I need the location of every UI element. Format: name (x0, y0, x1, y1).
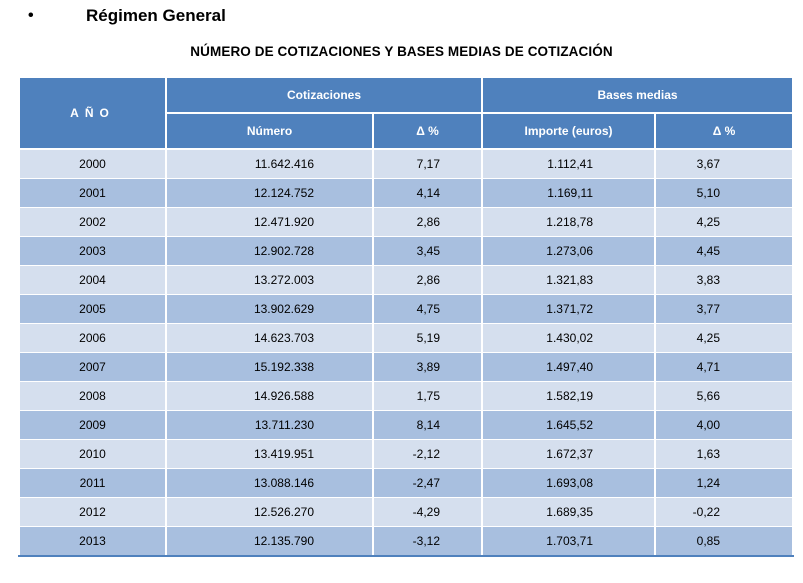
cell-delta-bases: 4,25 (654, 207, 795, 237)
cell-numero: 12.471.920 (165, 207, 374, 237)
cell-importe: 1.218,78 (481, 207, 657, 237)
cell-year: 2012 (18, 497, 167, 527)
cell-year: 2008 (18, 381, 167, 411)
section-heading: • Régimen General (28, 4, 226, 28)
cell-delta-bases: 4,45 (654, 236, 795, 266)
cell-delta-cotizaciones: 5,19 (371, 323, 484, 353)
table-row: 2005 13.902.629 4,75 1.371,72 3,77 (18, 294, 795, 324)
cell-year: 2009 (18, 410, 167, 440)
cell-delta-bases: 3,83 (654, 265, 795, 295)
cell-delta-cotizaciones: 3,89 (371, 352, 484, 382)
table-row: 2006 14.623.703 5,19 1.430,02 4,25 (18, 323, 795, 353)
cotizaciones-table: AÑO Cotizaciones Bases medias Número Δ %… (18, 76, 795, 557)
table-row: 2001 12.124.752 4,14 1.169,11 5,10 (18, 178, 795, 208)
cell-delta-cotizaciones: -3,12 (371, 526, 484, 557)
table-row: 2007 15.192.338 3,89 1.497,40 4,71 (18, 352, 795, 382)
cell-year: 2006 (18, 323, 167, 353)
section-title: Régimen General (86, 6, 226, 25)
table-row: 2000 11.642.416 7,17 1.112,41 3,67 (18, 148, 795, 179)
cell-delta-cotizaciones: 4,75 (371, 294, 484, 324)
table-row: 2010 13.419.951 -2,12 1.672,37 1,63 (18, 439, 795, 469)
cell-year: 2002 (18, 207, 167, 237)
cell-numero: 13.711.230 (165, 410, 374, 440)
cell-numero: 12.135.790 (165, 526, 374, 557)
cell-importe: 1.273,06 (481, 236, 657, 266)
cell-numero: 14.926.588 (165, 381, 374, 411)
cell-year: 2003 (18, 236, 167, 266)
cell-delta-bases: 3,77 (654, 294, 795, 324)
cell-delta-cotizaciones: 3,45 (371, 236, 484, 266)
cell-delta-cotizaciones: -2,12 (371, 439, 484, 469)
table-row: 2004 13.272.003 2,86 1.321,83 3,83 (18, 265, 795, 295)
cell-numero: 12.902.728 (165, 236, 374, 266)
table-row: 2008 14.926.588 1,75 1.582,19 5,66 (18, 381, 795, 411)
cell-numero: 13.272.003 (165, 265, 374, 295)
cell-numero: 15.192.338 (165, 352, 374, 382)
cell-numero: 13.902.629 (165, 294, 374, 324)
table-row: 2011 13.088.146 -2,47 1.693,08 1,24 (18, 468, 795, 498)
cell-year: 2004 (18, 265, 167, 295)
cell-year: 2005 (18, 294, 167, 324)
cell-delta-bases: 1,24 (654, 468, 795, 498)
cell-delta-cotizaciones: 2,86 (371, 207, 484, 237)
cell-delta-bases: 4,25 (654, 323, 795, 353)
cell-delta-cotizaciones: 2,86 (371, 265, 484, 295)
cell-delta-bases: -0,22 (654, 497, 795, 527)
header-year: AÑO (18, 76, 167, 150)
cell-importe: 1.169,11 (481, 178, 657, 208)
cell-delta-cotizaciones: 1,75 (371, 381, 484, 411)
table-body: 2000 11.642.416 7,17 1.112,41 3,67 2001 … (18, 148, 795, 557)
cell-year: 2007 (18, 352, 167, 382)
header-importe: Importe (euros) (481, 112, 657, 150)
header-group-cotizaciones: Cotizaciones (164, 76, 484, 114)
cell-delta-cotizaciones: 4,14 (371, 178, 484, 208)
header-delta-bases: Δ % (654, 112, 795, 150)
cell-delta-bases: 5,10 (654, 178, 795, 208)
cell-importe: 1.371,72 (481, 294, 657, 324)
cell-importe: 1.693,08 (481, 468, 657, 498)
table-row: 2009 13.711.230 8,14 1.645,52 4,00 (18, 410, 795, 440)
cell-year: 2013 (18, 526, 167, 557)
cell-delta-cotizaciones: 7,17 (371, 148, 484, 179)
cell-year: 2000 (18, 148, 167, 179)
cell-importe: 1.582,19 (481, 381, 657, 411)
cell-year: 2001 (18, 178, 167, 208)
cell-year: 2010 (18, 439, 167, 469)
cell-importe: 1.321,83 (481, 265, 657, 295)
cell-importe: 1.430,02 (481, 323, 657, 353)
cell-delta-cotizaciones: -2,47 (371, 468, 484, 498)
bullet-icon: • (28, 7, 34, 24)
cell-delta-bases: 4,71 (654, 352, 795, 382)
cell-importe: 1.672,37 (481, 439, 657, 469)
cell-delta-bases: 0,85 (654, 526, 795, 557)
cell-numero: 11.642.416 (165, 148, 374, 179)
table-row: 2012 12.526.270 -4,29 1.689,35 -0,22 (18, 497, 795, 527)
header-numero: Número (165, 112, 374, 150)
cell-delta-cotizaciones: 8,14 (371, 410, 484, 440)
cell-numero: 13.088.146 (165, 468, 374, 498)
table-row: 2002 12.471.920 2,86 1.218,78 4,25 (18, 207, 795, 237)
header-delta-cotizaciones: Δ % (371, 112, 484, 150)
cell-numero: 13.419.951 (165, 439, 374, 469)
header-group-bases-medias: Bases medias (481, 76, 795, 114)
cell-delta-bases: 3,67 (654, 148, 795, 179)
cell-delta-cotizaciones: -4,29 (371, 497, 484, 527)
table-row: 2013 12.135.790 -3,12 1.703,71 0,85 (18, 526, 795, 557)
cell-importe: 1.703,71 (481, 526, 657, 557)
cell-importe: 1.497,40 (481, 352, 657, 382)
cell-year: 2011 (18, 468, 167, 498)
cell-delta-bases: 1,63 (654, 439, 795, 469)
cell-delta-bases: 4,00 (654, 410, 795, 440)
table-title: NÚMERO DE COTIZACIONES Y BASES MEDIAS DE… (190, 44, 613, 59)
cell-numero: 12.124.752 (165, 178, 374, 208)
cell-importe: 1.112,41 (481, 148, 657, 179)
cell-importe: 1.689,35 (481, 497, 657, 527)
table-row: 2003 12.902.728 3,45 1.273,06 4,45 (18, 236, 795, 266)
cell-delta-bases: 5,66 (654, 381, 795, 411)
cell-numero: 12.526.270 (165, 497, 374, 527)
cell-importe: 1.645,52 (481, 410, 657, 440)
cell-numero: 14.623.703 (165, 323, 374, 353)
